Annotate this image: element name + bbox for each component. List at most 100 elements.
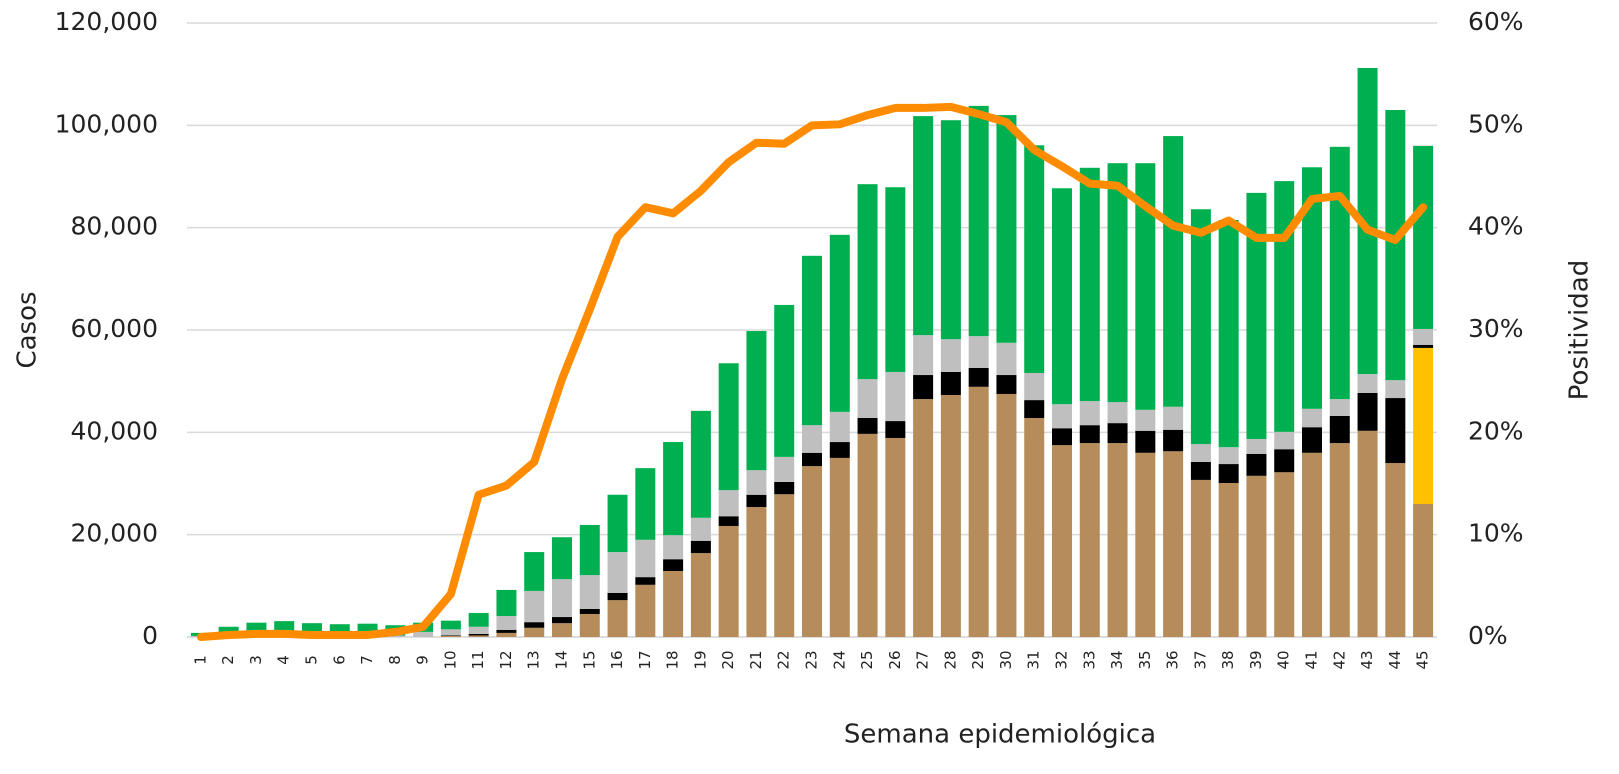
bar-segment bbox=[1218, 464, 1239, 483]
y-tick-label: 40,000 bbox=[71, 416, 158, 445]
bar-segment bbox=[690, 517, 711, 541]
x-tick-label: 4 bbox=[275, 655, 293, 665]
bar-segment bbox=[857, 379, 878, 419]
bar-segment bbox=[1218, 219, 1239, 448]
bar-segment bbox=[468, 633, 489, 636]
bar-segment bbox=[1052, 445, 1072, 637]
bar-segment bbox=[802, 425, 822, 453]
x-tick-label: 31 bbox=[1025, 650, 1043, 669]
bar-segment bbox=[718, 525, 739, 637]
bar-segment bbox=[1190, 444, 1211, 463]
bar-segment bbox=[857, 433, 878, 637]
bar-segment bbox=[496, 629, 517, 633]
y-tick-label: 120,000 bbox=[55, 7, 158, 36]
bar-segment bbox=[1329, 399, 1350, 416]
x-tick-label: 9 bbox=[414, 655, 432, 665]
bar-segment bbox=[1302, 408, 1322, 428]
bar-segment bbox=[1052, 188, 1072, 405]
bar-segment bbox=[357, 623, 378, 636]
bar-segment bbox=[968, 336, 989, 368]
y2-tick-label: 0% bbox=[1468, 621, 1508, 650]
bar-segment bbox=[1024, 418, 1045, 637]
bar-segment bbox=[524, 552, 545, 591]
x-tick-label: 7 bbox=[358, 655, 376, 665]
bar-segment bbox=[524, 590, 545, 623]
bar-segment bbox=[579, 613, 600, 637]
bar-segment bbox=[1385, 109, 1406, 381]
x-tick-label: 14 bbox=[553, 650, 571, 669]
bar-segment bbox=[1413, 347, 1434, 504]
bar-segment bbox=[1079, 425, 1100, 444]
bar-segment bbox=[1024, 400, 1045, 419]
bar-segment bbox=[1024, 145, 1045, 373]
bar-segment bbox=[1413, 503, 1434, 637]
bar-segment bbox=[496, 632, 517, 637]
y2-tick-label: 60% bbox=[1468, 7, 1524, 36]
x-tick-label: 37 bbox=[1191, 650, 1209, 669]
bar-segment bbox=[468, 612, 489, 627]
x-tick-label: 16 bbox=[608, 650, 626, 669]
x-tick-label: 3 bbox=[247, 655, 265, 665]
x-tick-label: 18 bbox=[664, 650, 682, 669]
y-tick-label: 0 bbox=[142, 621, 158, 650]
x-tick-label: 40 bbox=[1275, 650, 1293, 669]
bar-segment bbox=[524, 622, 545, 628]
bar-segment bbox=[440, 620, 461, 630]
bar-segment bbox=[913, 375, 934, 400]
bar-segment bbox=[663, 535, 684, 560]
bar-segment bbox=[1413, 328, 1434, 345]
x-tick-label: 39 bbox=[1247, 650, 1265, 669]
bar-segment bbox=[1246, 192, 1267, 439]
bar-segment bbox=[1190, 209, 1211, 445]
bar-segment bbox=[1357, 374, 1378, 393]
x-tick-label: 6 bbox=[330, 655, 348, 665]
bar-segment bbox=[552, 579, 572, 618]
x-tick-label: 23 bbox=[803, 650, 821, 669]
bar-segment bbox=[1135, 452, 1156, 637]
x-tick-label: 34 bbox=[1108, 650, 1126, 669]
bar-segment bbox=[885, 371, 906, 422]
x-tick-label: 41 bbox=[1303, 650, 1321, 669]
x-tick-label: 2 bbox=[219, 655, 237, 665]
bar-segment bbox=[802, 255, 822, 426]
x-axis-label: Semana epidemiológica bbox=[844, 720, 1156, 750]
bar-segment bbox=[718, 516, 739, 526]
bar-segment bbox=[552, 617, 572, 624]
bar-segment bbox=[774, 494, 795, 637]
bar-segment bbox=[1107, 443, 1128, 637]
x-tick-label: 27 bbox=[914, 650, 932, 669]
bar-segment bbox=[690, 540, 711, 554]
x-tick-label: 28 bbox=[941, 650, 959, 669]
bar-segment bbox=[746, 494, 767, 508]
bar-segment bbox=[1079, 167, 1100, 402]
bar-segment bbox=[829, 442, 850, 458]
bar-segment bbox=[968, 105, 989, 337]
bar-segment bbox=[774, 481, 795, 495]
bar-segment bbox=[940, 394, 961, 637]
bar-segment bbox=[579, 608, 600, 614]
bar-segment bbox=[996, 342, 1017, 376]
x-tick-label: 42 bbox=[1330, 650, 1348, 669]
bar-segment bbox=[385, 635, 406, 637]
bar-segment bbox=[690, 553, 711, 637]
y2-tick-label: 40% bbox=[1468, 212, 1524, 241]
x-tick-label: 11 bbox=[469, 650, 487, 669]
x-tick-label: 21 bbox=[747, 650, 765, 669]
bar-segment bbox=[746, 507, 767, 637]
x-tick-label: 36 bbox=[1164, 650, 1182, 669]
bar-segment bbox=[1190, 462, 1211, 480]
bar-segment bbox=[1246, 475, 1267, 637]
bar-segment bbox=[663, 559, 684, 571]
x-tick-label: 30 bbox=[997, 650, 1015, 669]
bar-segment bbox=[1274, 431, 1295, 450]
bar-segment bbox=[1385, 463, 1406, 637]
bar-segment bbox=[1385, 380, 1406, 399]
bar-segment bbox=[1302, 452, 1322, 637]
bar-segment bbox=[329, 624, 350, 636]
x-tick-label: 5 bbox=[303, 655, 321, 665]
bar-segment bbox=[802, 466, 822, 637]
bar-segment bbox=[468, 635, 489, 637]
bar-segment bbox=[774, 304, 795, 457]
y2-tick-label: 20% bbox=[1468, 416, 1524, 445]
